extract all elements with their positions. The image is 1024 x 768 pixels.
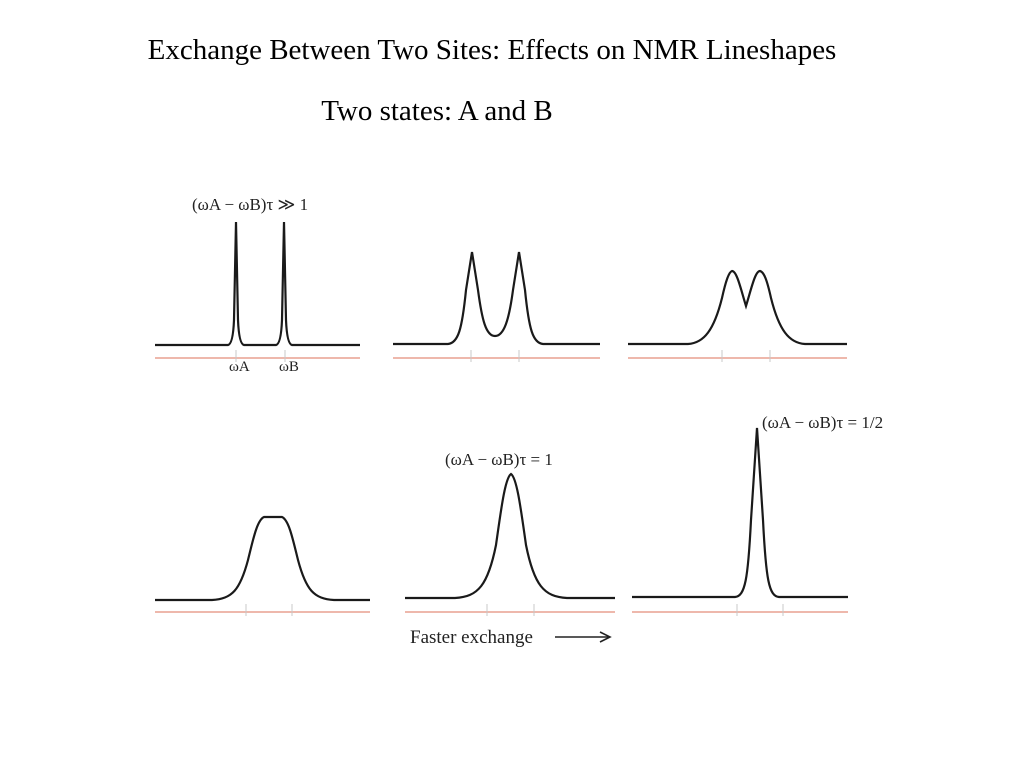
coalescence-label: (ωA − ωB)τ = 1: [445, 450, 553, 469]
spectrum-panel-5: [405, 472, 615, 616]
spectrum-panel-6: [632, 427, 848, 616]
spectrum-panel-4: [155, 515, 370, 616]
omega-a-label: ωA: [229, 359, 250, 375]
spectrum-trace: [405, 472, 615, 600]
page-title: Exchange Between Two Sites: Effects on N…: [147, 34, 837, 66]
spectrum-panel-2: [393, 251, 600, 362]
omega-b-label: ωB: [279, 359, 299, 375]
spectrum-panel-3: [628, 269, 847, 362]
spectrum-trace: [628, 269, 847, 346]
page-subtitle: Two states: A and B: [321, 95, 553, 127]
spectrum-trace: [155, 221, 360, 347]
spectrum-trace: [632, 427, 848, 599]
faster-exchange-caption: Faster exchange: [410, 627, 533, 648]
spectrum-panel-1: [155, 221, 360, 362]
arrow-right-icon: [555, 631, 612, 643]
slow-exchange-label: (ωA − ωB)τ ≫ 1: [192, 195, 308, 214]
fast-exchange-label: (ωA − ωB)τ = 1/2: [762, 413, 883, 432]
spectrum-trace: [155, 515, 370, 602]
spectrum-trace: [393, 251, 600, 346]
